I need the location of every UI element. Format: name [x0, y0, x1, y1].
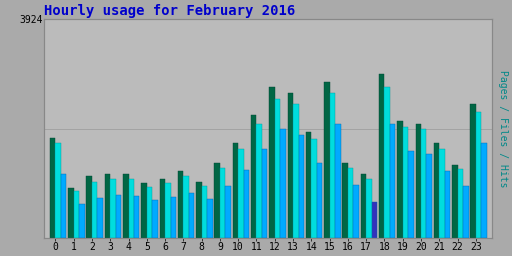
- Bar: [79, 204, 84, 238]
- Bar: [87, 176, 92, 238]
- Bar: [421, 129, 426, 238]
- Bar: [335, 124, 340, 238]
- Bar: [178, 171, 183, 238]
- Bar: [55, 143, 61, 238]
- Bar: [257, 124, 262, 238]
- Bar: [61, 174, 67, 238]
- Bar: [68, 188, 74, 238]
- Y-axis label: Pages / Files / Hits: Pages / Files / Hits: [498, 70, 508, 187]
- Bar: [452, 165, 458, 238]
- Bar: [105, 174, 110, 238]
- Bar: [232, 143, 238, 238]
- Bar: [408, 151, 414, 238]
- Bar: [390, 124, 395, 238]
- Bar: [92, 182, 97, 238]
- Bar: [403, 127, 408, 238]
- Bar: [238, 149, 244, 238]
- Bar: [385, 88, 390, 238]
- Bar: [123, 174, 129, 238]
- Bar: [330, 93, 335, 238]
- Bar: [275, 99, 280, 238]
- Bar: [215, 163, 220, 238]
- Bar: [481, 143, 487, 238]
- Bar: [225, 186, 231, 238]
- Bar: [262, 149, 267, 238]
- Bar: [141, 183, 147, 238]
- Bar: [251, 115, 257, 238]
- Bar: [463, 186, 468, 238]
- Bar: [476, 112, 481, 238]
- Bar: [183, 176, 189, 238]
- Bar: [165, 183, 170, 238]
- Bar: [293, 104, 298, 238]
- Bar: [170, 197, 176, 238]
- Bar: [416, 124, 421, 238]
- Bar: [458, 169, 463, 238]
- Bar: [306, 132, 311, 238]
- Bar: [366, 179, 372, 238]
- Bar: [353, 185, 359, 238]
- Bar: [110, 179, 116, 238]
- Bar: [244, 170, 249, 238]
- Bar: [311, 139, 317, 238]
- Bar: [97, 198, 103, 238]
- Bar: [317, 163, 322, 238]
- Bar: [471, 104, 476, 238]
- Bar: [202, 186, 207, 238]
- Bar: [426, 154, 432, 238]
- Bar: [298, 135, 304, 238]
- Bar: [134, 197, 139, 238]
- Bar: [288, 93, 293, 238]
- Bar: [220, 168, 225, 238]
- Bar: [152, 200, 158, 238]
- Bar: [116, 195, 121, 238]
- Bar: [397, 121, 403, 238]
- Bar: [360, 174, 366, 238]
- Bar: [129, 179, 134, 238]
- Bar: [196, 182, 202, 238]
- Bar: [348, 168, 353, 238]
- Bar: [50, 137, 55, 238]
- Bar: [280, 129, 286, 238]
- Bar: [343, 163, 348, 238]
- Bar: [379, 73, 385, 238]
- Bar: [439, 149, 445, 238]
- Bar: [160, 179, 165, 238]
- Bar: [434, 143, 439, 238]
- Bar: [189, 193, 195, 238]
- Bar: [445, 171, 450, 238]
- Bar: [207, 199, 212, 238]
- Bar: [147, 187, 152, 238]
- Bar: [372, 202, 377, 238]
- Bar: [74, 191, 79, 238]
- Bar: [269, 88, 275, 238]
- Text: Hourly usage for February 2016: Hourly usage for February 2016: [45, 4, 295, 18]
- Bar: [324, 82, 330, 238]
